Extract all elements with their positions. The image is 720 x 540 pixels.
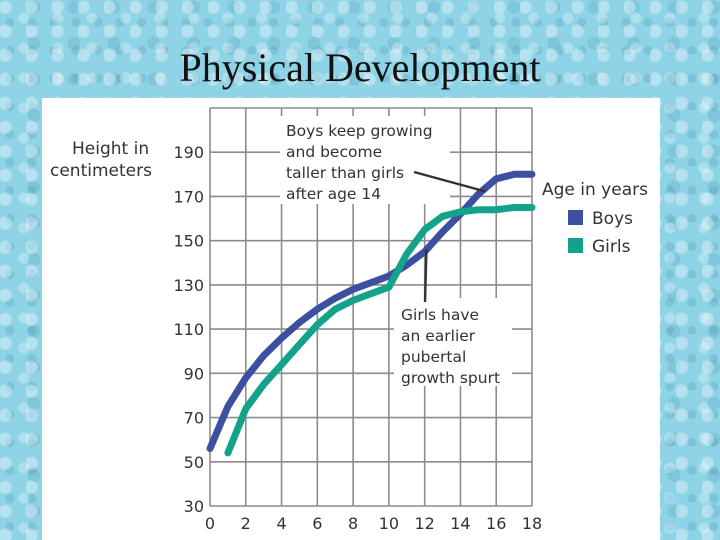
y-tick-label: 110 — [173, 320, 204, 339]
annotation-line: taller than girls — [286, 164, 404, 182]
y-axis-label: Height in centimeters — [50, 139, 152, 181]
series-line-boys — [206, 170, 536, 452]
x-tick-label: 16 — [486, 514, 506, 533]
y-tick-label: 90 — [184, 364, 204, 383]
annotation-line: Girls have — [401, 306, 479, 324]
y-tick-label: 50 — [184, 453, 204, 472]
annotation-girls: Girls have an earlier pubertal growth spurt — [401, 306, 500, 387]
y-tick-label: 170 — [173, 187, 204, 206]
legend-swatch-girls — [568, 238, 583, 253]
y-axis-label-line: centimeters — [50, 161, 152, 181]
y-tick-label: 70 — [184, 409, 204, 428]
x-tick-label: 18 — [522, 514, 542, 533]
slide-title: Physical Development — [179, 45, 541, 90]
x-tick-label: 14 — [450, 514, 470, 533]
series-layer — [206, 170, 536, 457]
legend-title: Age in years — [542, 180, 648, 200]
legend-label-boys: Boys — [592, 209, 633, 229]
growth-chart: Boys keep growing and become taller than g… — [50, 107, 648, 533]
legend-label-girls: Girls — [592, 237, 631, 257]
x-tick-label: 8 — [348, 514, 358, 533]
annotation-background — [394, 298, 512, 386]
annotation-line: pubertal — [401, 348, 466, 366]
annotation-pointer-boys — [413, 170, 486, 193]
x-tick-label: 4 — [276, 514, 286, 533]
x-tick-label: 2 — [241, 514, 251, 533]
y-tick-label: 130 — [173, 276, 204, 295]
x-tick-label: 0 — [205, 514, 215, 533]
y-tick-label: 30 — [184, 497, 204, 516]
y-tick-label: 190 — [173, 143, 204, 162]
annotation-line: growth spurt — [401, 369, 500, 387]
y-tick-label: 150 — [173, 232, 204, 251]
annotation-pointer-girls — [423, 249, 428, 303]
y-axis-label-line: Height in — [72, 139, 149, 159]
annotation-line: Boys keep growing — [286, 122, 433, 140]
chart-panel: Boys keep growing and become taller than g… — [42, 98, 660, 540]
annotation-layer: Boys keep growing and become taller than g… — [280, 116, 512, 387]
axis-labels: 0 2 4 6 8 10 12 14 16 18 30 50 70 90 110 130 150 170 190 He… — [50, 139, 542, 533]
legend-swatch-boys — [568, 210, 583, 225]
x-tick-label: 12 — [414, 514, 434, 533]
annotation-background — [280, 116, 450, 204]
series-line-girls — [224, 204, 536, 457]
annotation-line: and become — [286, 143, 382, 161]
x-tick-label: 6 — [312, 514, 322, 533]
x-tick-label: 10 — [379, 514, 399, 533]
annotation-line: after age 14 — [286, 185, 381, 203]
annotation-boys: Boys keep growing and become taller than g… — [286, 122, 433, 203]
chart-legend: Age in years Boys Girls — [542, 180, 648, 257]
annotation-line: an earlier — [401, 327, 476, 345]
